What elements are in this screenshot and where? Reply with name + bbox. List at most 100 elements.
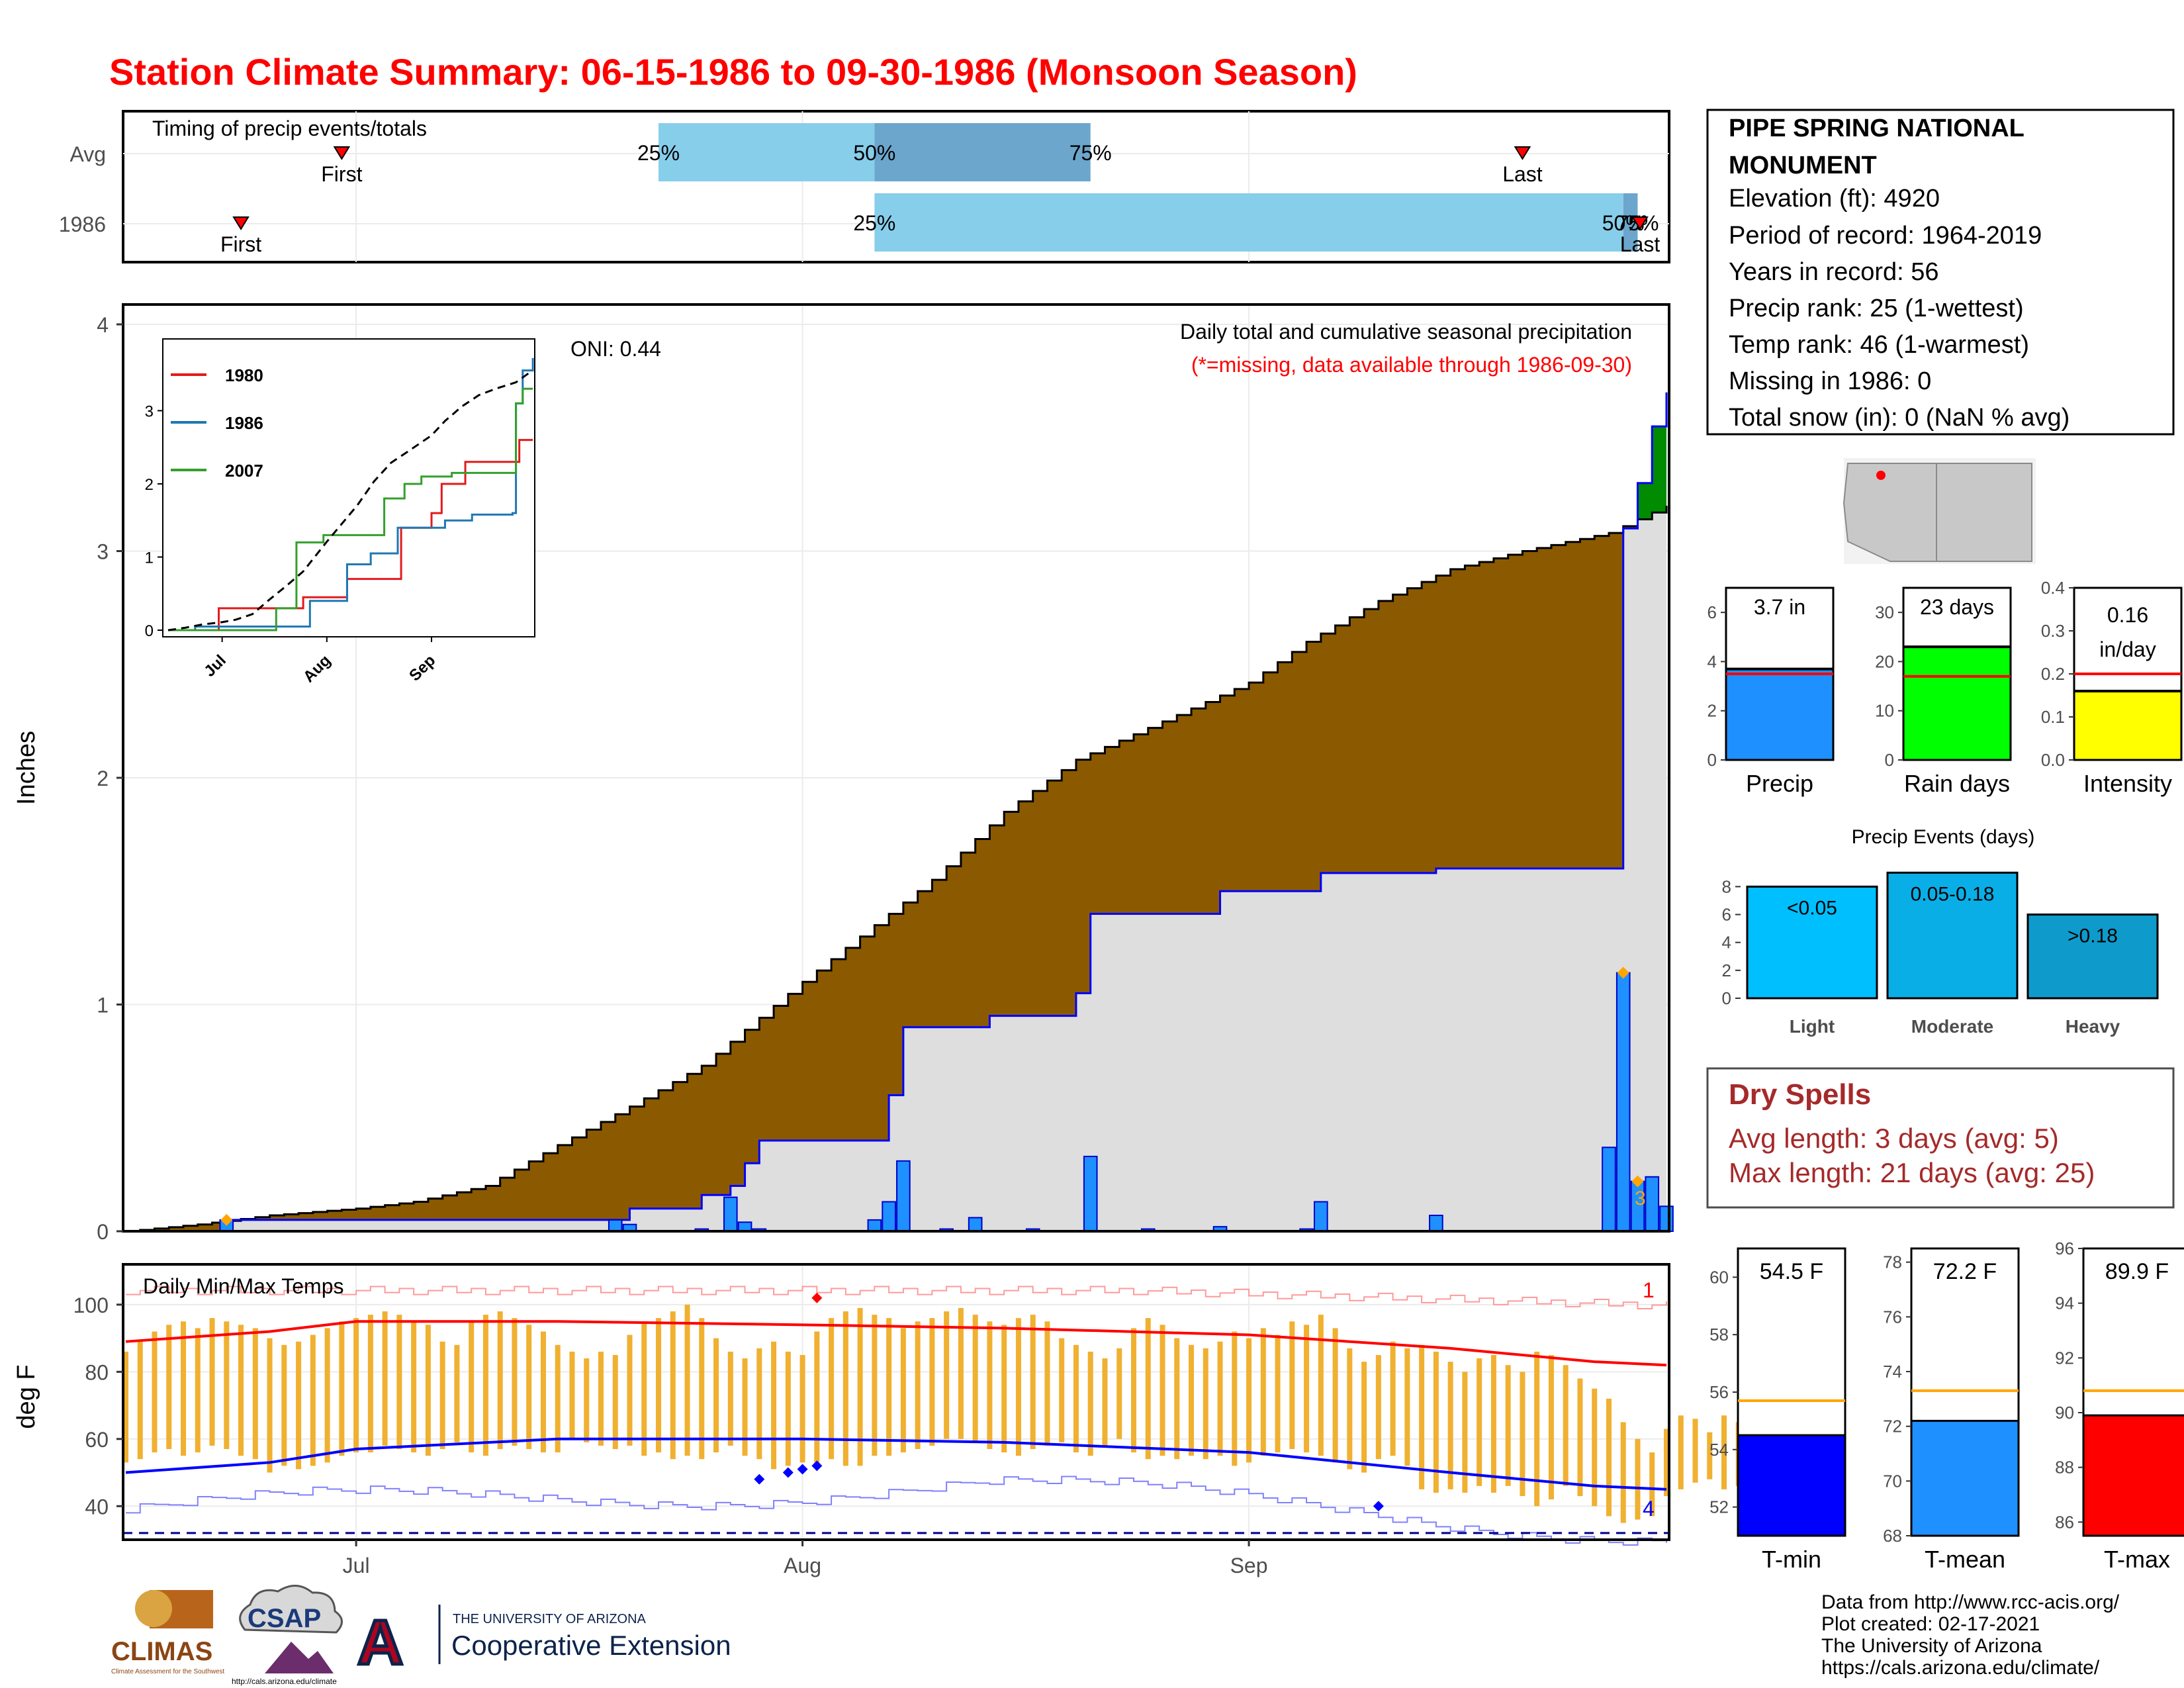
precip-panel: 0 1 2 3 4 Inches ONI: 0.44 Daily total and c… bbox=[13, 303, 1674, 1244]
daily-temp-bar bbox=[1477, 1358, 1482, 1486]
station-name-line-2: MONUMENT bbox=[1729, 152, 1877, 179]
raindays-summary-axis-label: Rain days bbox=[1904, 770, 2010, 797]
daily-temp-bar bbox=[1289, 1321, 1295, 1450]
events-category-label: Heavy bbox=[2066, 1016, 2120, 1037]
dry-spells-title: Dry Spells bbox=[1729, 1078, 1871, 1111]
temp-panel-bg bbox=[123, 1264, 1669, 1540]
temp-y-tick-label: 100 bbox=[73, 1293, 109, 1317]
tmax-summary-bar bbox=[2082, 1414, 2184, 1537]
daily-temp-bar bbox=[1692, 1419, 1698, 1483]
temp-panel-frame bbox=[122, 1263, 1670, 1541]
intensity-summary-tick-label: 0.4 bbox=[2041, 578, 2065, 598]
events-bar-light bbox=[1746, 885, 1878, 1000]
daily-precip-bar bbox=[1659, 1205, 1674, 1232]
temp-x-axis: Jul Aug Sep bbox=[343, 1540, 1268, 1577]
temp-x-tick-label: Aug bbox=[784, 1554, 821, 1577]
tmax-summary-tick-label: 92 bbox=[2055, 1348, 2074, 1368]
daily-temp-bar bbox=[656, 1318, 662, 1453]
precip-y-tick-label: 0 bbox=[97, 1220, 109, 1244]
daily-temp-bar bbox=[1030, 1315, 1036, 1450]
daily-temp-bar bbox=[1592, 1388, 1598, 1507]
climas-logo-text: CLIMAS bbox=[111, 1637, 212, 1666]
inset-y-tick-label: 2 bbox=[145, 476, 154, 494]
record-low-count: 4 bbox=[1643, 1497, 1655, 1521]
raindays-summary-value-label: 23 days bbox=[1920, 595, 1994, 619]
daily-temp-bar bbox=[1390, 1341, 1396, 1456]
record-low-marker bbox=[782, 1467, 794, 1478]
station-years: Years in record: 56 bbox=[1729, 258, 1939, 286]
daily-temp-bar bbox=[166, 1325, 172, 1450]
daily-temp-bar bbox=[1520, 1372, 1525, 1497]
timing-row-avg-label: Avg bbox=[69, 142, 106, 166]
daily-temp-bar bbox=[1721, 1415, 1727, 1489]
record-precip-marker bbox=[220, 1213, 233, 1226]
daily-temp-bar bbox=[1203, 1348, 1208, 1460]
daily-temp-bar bbox=[439, 1341, 445, 1450]
daily-temp-bar bbox=[1649, 1452, 1655, 1517]
precip-summary-tick-label: 4 bbox=[1707, 651, 1717, 671]
daily-precip-bar bbox=[968, 1217, 983, 1232]
intensity-summary-tick-label: 0.1 bbox=[2041, 707, 2065, 727]
daily-temp-bar bbox=[396, 1315, 402, 1450]
daily-temp-bar bbox=[1707, 1432, 1713, 1479]
station-missing: Missing in 1986: 0 bbox=[1729, 367, 1931, 395]
temp-y-axis-label: deg F bbox=[13, 1364, 40, 1429]
precip-y-tick-label: 1 bbox=[97, 994, 109, 1017]
temp-y-tick-label: 60 bbox=[85, 1428, 109, 1452]
daily-temp-bar bbox=[785, 1351, 791, 1466]
precip-summary-tick-label: 0 bbox=[1707, 750, 1717, 770]
tmean-summary-tick-label: 72 bbox=[1883, 1417, 1902, 1436]
events-category-label: Light bbox=[1790, 1016, 1835, 1037]
daily-temp-bar bbox=[540, 1331, 546, 1453]
daily-temp-bar bbox=[209, 1318, 215, 1446]
station-info-box: PIPE SPRING NATIONAL MONUMENT Elevation … bbox=[1706, 109, 2175, 436]
daily-temp-bar bbox=[1217, 1341, 1223, 1456]
daily-temp-bar bbox=[238, 1325, 244, 1456]
csap-mountain-icon bbox=[265, 1642, 334, 1673]
events-range-label: >0.18 bbox=[2068, 925, 2118, 947]
tmean-summary-tick-label: 74 bbox=[1883, 1362, 1902, 1382]
map-newmexico-shape bbox=[1936, 463, 2032, 562]
timing-avg-pct-25-label: 25% bbox=[637, 141, 680, 165]
ua-a-icon: A bbox=[357, 1607, 403, 1678]
daily-precip-bar bbox=[1083, 1155, 1098, 1232]
legend-label-2007: 2007 bbox=[225, 461, 263, 481]
tmax-summary-axis-label: T-max bbox=[2104, 1546, 2170, 1573]
daily-temp-bar bbox=[1447, 1362, 1453, 1489]
daily-temp-bar bbox=[1419, 1344, 1425, 1489]
dry-spells-frame bbox=[1706, 1067, 2175, 1209]
raindays-summary-bar bbox=[1902, 645, 2012, 761]
daily-precip-bar bbox=[608, 1219, 623, 1232]
precip-summary-value-label: 3.7 in bbox=[1754, 595, 1805, 619]
timing-avg-last-label: Last bbox=[1502, 162, 1543, 186]
daily-temp-bar bbox=[1318, 1315, 1324, 1456]
avg-cumulative-line bbox=[126, 506, 1668, 1233]
timing-avg-q50-q75-bar bbox=[874, 123, 1091, 181]
station-name-line-1: PIPE SPRING NATIONAL bbox=[1729, 115, 2025, 142]
temp-x-tick-label: Jul bbox=[343, 1554, 370, 1577]
precip-areas bbox=[126, 392, 1668, 1233]
events-range-label: <0.05 bbox=[1787, 897, 1837, 919]
daily-temp-bar bbox=[799, 1354, 805, 1463]
oni-label: ONI: 0.44 bbox=[570, 337, 661, 361]
daily-temp-bar bbox=[512, 1318, 518, 1446]
temp-y-axis: 40 60 80 100 bbox=[73, 1293, 123, 1519]
daily-temp-bar bbox=[915, 1321, 921, 1450]
daily-temp-bar bbox=[598, 1351, 604, 1446]
precip-y-tick-label: 4 bbox=[97, 313, 109, 337]
daily-temp-bar bbox=[310, 1335, 316, 1466]
daily-temp-bar bbox=[1160, 1325, 1165, 1456]
inset-legend: 1980 1986 2007 bbox=[171, 365, 263, 481]
precip-y-axis: 0 1 2 3 4 bbox=[97, 313, 123, 1244]
intensity-summary-tick-label: 0.2 bbox=[2041, 664, 2065, 684]
daily-temp-bar bbox=[1130, 1328, 1136, 1453]
tmax-summary-tick-label: 96 bbox=[2055, 1239, 2074, 1258]
max-rain-marker: 3 bbox=[1635, 1188, 1646, 1209]
daily-temp-bar bbox=[742, 1358, 748, 1456]
timing-1986-q50-q75-bar bbox=[1623, 193, 1638, 252]
daily-temp-bar bbox=[367, 1315, 373, 1453]
